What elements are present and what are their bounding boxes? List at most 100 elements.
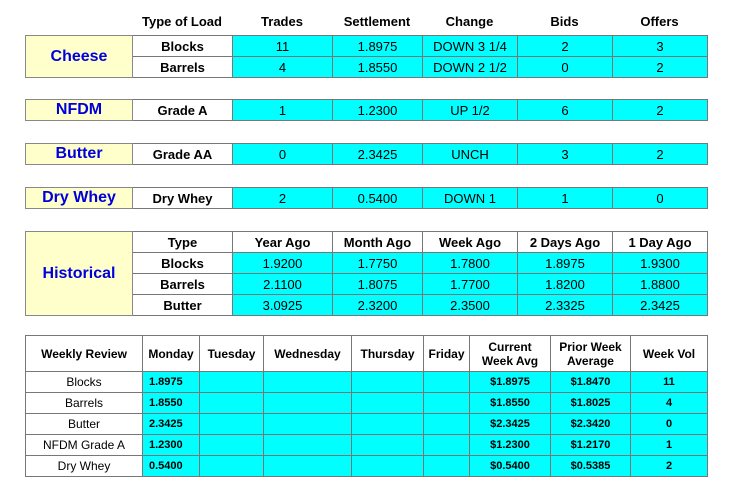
historical-value: 1.9300 (612, 252, 708, 274)
nfdm-label: NFDM (25, 99, 133, 121)
historical-value: 1.8200 (517, 273, 613, 295)
weekly-monday-value: 1.8550 (142, 392, 200, 414)
weekly-tuesday-value (199, 392, 264, 414)
weekly-header-current-line2: Week Avg (481, 353, 539, 368)
historical-value: 1.7800 (422, 252, 518, 274)
nfdm-row-type: Grade A (132, 99, 233, 121)
dry-whey-row-bids: 1 (517, 187, 613, 209)
cheese-label: Cheese (25, 35, 133, 78)
butter-row-offers: 2 (612, 143, 708, 165)
historical-value: 1.9200 (232, 252, 333, 274)
weekly-wednesday-value (263, 455, 352, 477)
cheese-row-bids: 2 (517, 35, 613, 57)
weekly-header-thursday: Thursday (351, 335, 424, 372)
nfdm-table: NFDM Grade A 1 1.2300 UP 1/2 6 2 (25, 99, 708, 121)
historical-value: 2.3325 (517, 294, 613, 316)
weekly-row-name: Dry Whey (25, 455, 143, 477)
weekly-vol: 1 (630, 434, 708, 456)
dry-whey-row-type: Dry Whey (132, 187, 233, 209)
historical-value: 1.8075 (332, 273, 423, 295)
cheese-row-trades: 4 (232, 56, 333, 78)
weekly-monday-value: 1.2300 (142, 434, 200, 456)
historical-value: 1.8800 (612, 273, 708, 295)
weekly-header-prior-line1: Prior Week (559, 339, 622, 354)
historical-value: 1.7750 (332, 252, 423, 274)
header-settlement: Settlement (343, 13, 411, 29)
cheese-row-type: Barrels (132, 56, 233, 78)
butter-row-settlement: 2.3425 (332, 143, 423, 165)
weekly-tuesday-value (199, 371, 264, 393)
weekly-monday-value: 0.5400 (142, 455, 200, 477)
weekly-row-name: Barrels (25, 392, 143, 414)
weekly-header-prior-week-average: Prior Week Average (550, 335, 631, 372)
weekly-friday-value (423, 392, 470, 414)
weekly-friday-value (423, 455, 470, 477)
historical-table: Historical Type Year Ago Month Ago Week … (25, 231, 708, 316)
weekly-prior-avg: $1.8025 (550, 392, 631, 414)
weekly-vol: 11 (630, 371, 708, 393)
dry-whey-row-offers: 0 (612, 187, 708, 209)
butter-label: Butter (25, 143, 133, 165)
weekly-monday-value: 2.3425 (142, 413, 200, 435)
butter-row-bids: 3 (517, 143, 613, 165)
weekly-row-name: Blocks (25, 371, 143, 393)
nfdm-row-trades: 1 (232, 99, 333, 121)
cheese-row-change: DOWN 3 1/4 (422, 35, 518, 57)
historical-label: Historical (25, 231, 133, 316)
weekly-wednesday-value (263, 392, 352, 414)
historical-header-1-day-ago: 1 Day Ago (612, 231, 708, 253)
weekly-prior-avg: $2.3420 (550, 413, 631, 435)
butter-row-trades: 0 (232, 143, 333, 165)
header-offers: Offers (640, 13, 679, 29)
cheese-row-trades: 11 (232, 35, 333, 57)
weekly-header-friday: Friday (423, 335, 470, 372)
weekly-current-avg: $1.8975 (469, 371, 551, 393)
header-bids: Bids (550, 13, 579, 29)
historical-value: 2.3500 (422, 294, 518, 316)
weekly-friday-value (423, 413, 470, 435)
market-header: Type of Load Trades Settlement Change Bi… (132, 10, 707, 32)
butter-row-type: Grade AA (132, 143, 233, 165)
weekly-thursday-value (351, 392, 424, 414)
weekly-friday-value (423, 371, 470, 393)
historical-header-week-ago: Week Ago (422, 231, 518, 253)
weekly-vol: 0 (630, 413, 708, 435)
dry-whey-label: Dry Whey (25, 187, 133, 209)
cheese-row-bids: 0 (517, 56, 613, 78)
dry-whey-row-change: DOWN 1 (422, 187, 518, 209)
dry-whey-table: Dry Whey Dry Whey 2 0.5400 DOWN 1 1 0 (25, 187, 708, 209)
weekly-friday-value (423, 434, 470, 456)
cheese-row-change: DOWN 2 1/2 (422, 56, 518, 78)
weekly-prior-avg: $0.5385 (550, 455, 631, 477)
weekly-wednesday-value (263, 371, 352, 393)
cheese-table: Cheese Blocks 11 1.8975 DOWN 3 1/4 2 3 B… (25, 35, 708, 78)
weekly-header-monday: Monday (142, 335, 200, 372)
weekly-header-current-line1: Current (488, 339, 532, 354)
header-type-of-load: Type of Load (142, 13, 222, 29)
historical-value: 3.0925 (232, 294, 333, 316)
header-trades: Trades (261, 13, 303, 29)
weekly-header-week-vol: Week Vol (630, 335, 708, 372)
weekly-thursday-value (351, 455, 424, 477)
dry-whey-row-settlement: 0.5400 (332, 187, 423, 209)
historical-value: 2.3425 (612, 294, 708, 316)
dry-whey-row-trades: 2 (232, 187, 333, 209)
header-change: Change (445, 13, 494, 29)
historical-header-2-days-ago: 2 Days Ago (517, 231, 613, 253)
nfdm-row-settlement: 1.2300 (332, 99, 423, 121)
weekly-wednesday-value (263, 413, 352, 435)
weekly-vol: 4 (630, 392, 708, 414)
weekly-current-avg: $1.2300 (469, 434, 551, 456)
historical-header-type: Type (132, 231, 233, 253)
cheese-row-type: Blocks (132, 35, 233, 57)
historical-value: 2.3200 (332, 294, 423, 316)
cheese-row-offers: 2 (612, 56, 708, 78)
nfdm-row-offers: 2 (612, 99, 708, 121)
weekly-header-tuesday: Tuesday (199, 335, 264, 372)
nfdm-row-bids: 6 (517, 99, 613, 121)
weekly-header-current-week-avg: Current Week Avg (469, 335, 551, 372)
weekly-thursday-value (351, 413, 424, 435)
cheese-row-settlement: 1.8975 (332, 35, 423, 57)
weekly-current-avg: $1.8550 (469, 392, 551, 414)
weekly-current-avg: $0.5400 (469, 455, 551, 477)
